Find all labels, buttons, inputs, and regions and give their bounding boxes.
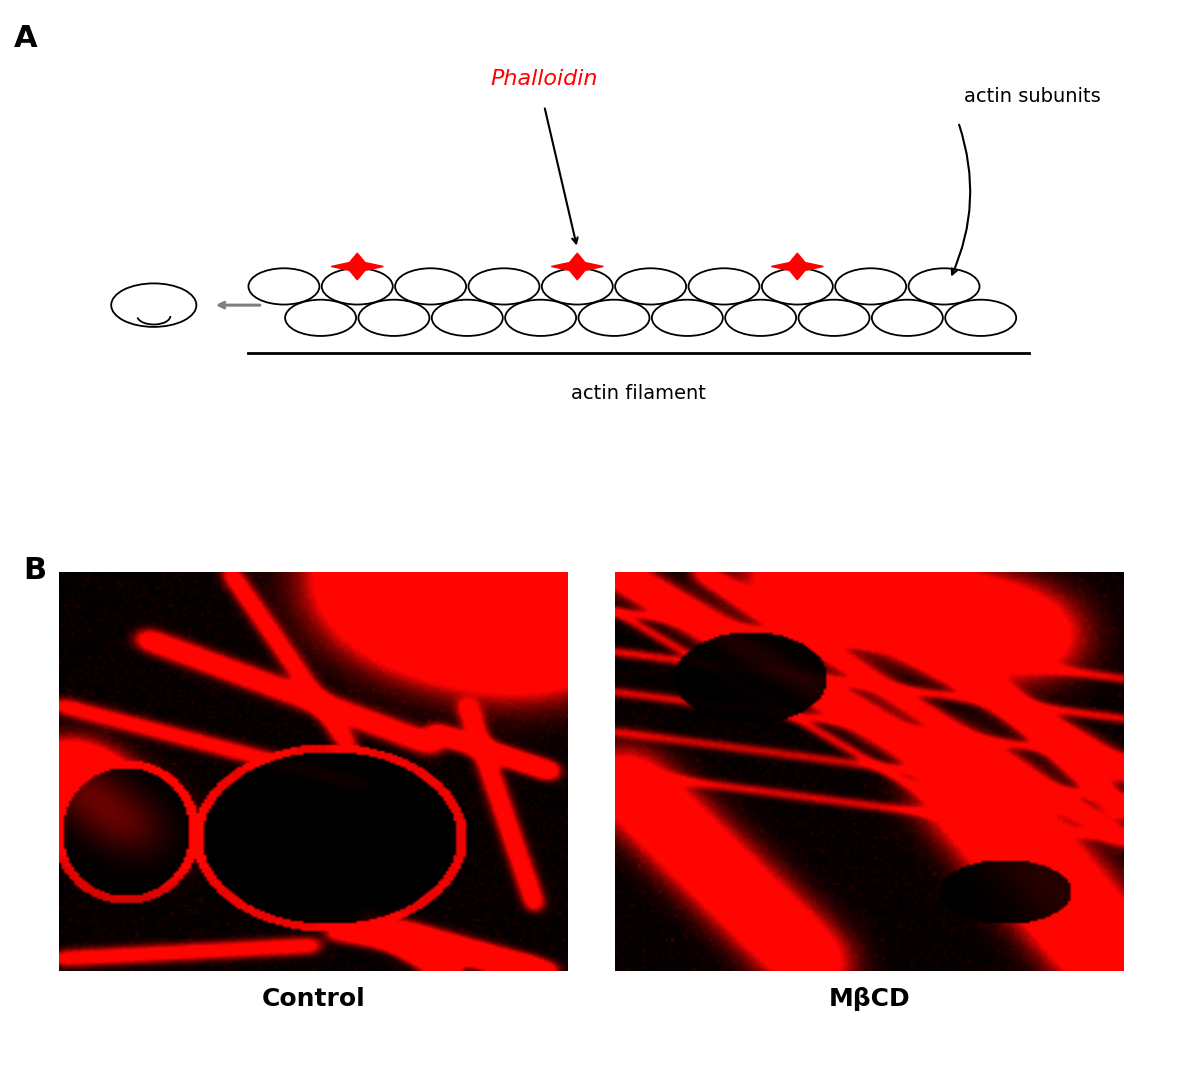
Text: Phalloidin: Phalloidin <box>491 69 597 88</box>
Text: B: B <box>24 556 47 585</box>
Polygon shape <box>771 254 823 279</box>
Polygon shape <box>551 254 603 279</box>
Text: A: A <box>14 24 38 53</box>
Polygon shape <box>331 254 383 279</box>
Text: MβCD: MβCD <box>829 987 910 1011</box>
Text: actin filament: actin filament <box>571 384 706 402</box>
Text: actin subunits: actin subunits <box>964 87 1101 106</box>
Text: Control: Control <box>261 987 366 1011</box>
